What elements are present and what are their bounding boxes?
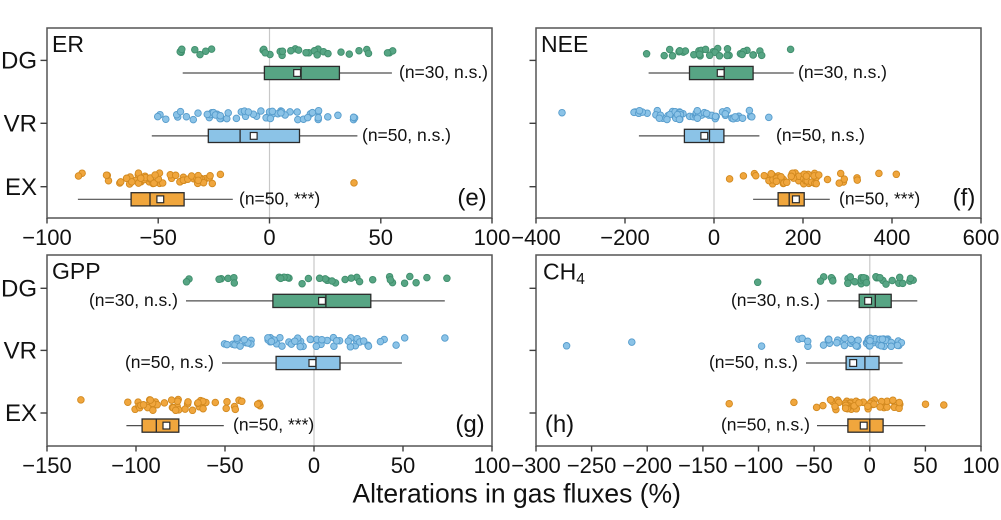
svg-text:(f): (f) <box>953 185 976 212</box>
svg-text:NEE: NEE <box>541 31 588 57</box>
svg-text:(n=50, n.s.): (n=50, n.s.) <box>709 352 798 372</box>
svg-text:50: 50 <box>391 453 415 478</box>
svg-text:100: 100 <box>474 225 511 250</box>
svg-text:100: 100 <box>474 453 511 478</box>
svg-text:(n=50, ***): (n=50, ***) <box>239 188 320 208</box>
svg-text:(n=30, n.s.): (n=30, n.s.) <box>399 62 488 82</box>
svg-text:DG: DG <box>1 48 37 75</box>
svg-text:200: 200 <box>785 225 822 250</box>
svg-text:CH4: CH4 <box>543 259 585 289</box>
svg-text:(n=50, n.s.): (n=50, n.s.) <box>776 125 865 145</box>
svg-text:0: 0 <box>308 453 320 478</box>
svg-text:EX: EX <box>5 400 37 427</box>
svg-text:−50: −50 <box>140 225 177 250</box>
svg-text:−150: −150 <box>678 453 728 478</box>
svg-text:(n=50, ***): (n=50, ***) <box>839 188 920 208</box>
svg-text:(e): (e) <box>457 185 486 212</box>
svg-text:(n=30, n.s.): (n=30, n.s.) <box>798 62 887 82</box>
svg-text:(n=50, n.s.): (n=50, n.s.) <box>362 125 451 145</box>
svg-text:−300: −300 <box>511 453 561 478</box>
svg-text:−200: −200 <box>622 453 672 478</box>
svg-text:(n=50, ***): (n=50, ***) <box>233 415 314 435</box>
svg-text:−200: −200 <box>600 225 650 250</box>
svg-text:−250: −250 <box>567 453 617 478</box>
svg-text:(n=30, n.s.): (n=30, n.s.) <box>89 290 178 310</box>
svg-text:(n=50, n.s.): (n=50, n.s.) <box>125 352 214 372</box>
svg-text:(n=30, n.s.): (n=30, n.s.) <box>731 290 820 310</box>
svg-text:(n=50, n.s.): (n=50, n.s.) <box>721 415 810 435</box>
svg-text:ER: ER <box>52 31 84 57</box>
svg-text:−150: −150 <box>22 453 72 478</box>
svg-text:−100: −100 <box>734 453 784 478</box>
svg-text:Alterations in gas fluxes (%): Alterations in gas fluxes (%) <box>352 479 680 509</box>
svg-text:0: 0 <box>708 225 720 250</box>
svg-text:0: 0 <box>263 225 275 250</box>
svg-text:50: 50 <box>369 225 393 250</box>
svg-text:GPP: GPP <box>52 258 101 284</box>
svg-text:VR: VR <box>4 338 37 365</box>
svg-text:DG: DG <box>1 276 37 303</box>
svg-text:600: 600 <box>963 225 1000 250</box>
svg-text:−50: −50 <box>795 453 832 478</box>
svg-text:100: 100 <box>963 453 1000 478</box>
svg-text:−50: −50 <box>206 453 243 478</box>
svg-text:50: 50 <box>913 453 937 478</box>
svg-text:(h): (h) <box>545 411 574 438</box>
svg-text:VR: VR <box>4 111 37 138</box>
svg-text:400: 400 <box>874 225 911 250</box>
svg-text:(g): (g) <box>455 411 484 438</box>
svg-text:EX: EX <box>5 174 37 201</box>
svg-text:−100: −100 <box>111 453 161 478</box>
svg-text:−400: −400 <box>511 225 561 250</box>
svg-text:−100: −100 <box>22 225 72 250</box>
svg-text:0: 0 <box>864 453 876 478</box>
